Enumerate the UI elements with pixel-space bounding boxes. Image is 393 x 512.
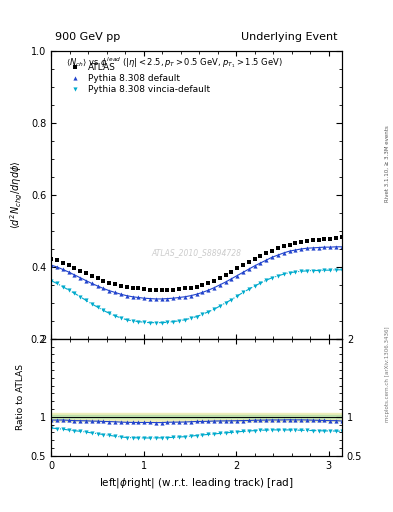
Pythia 8.308 default	[328, 244, 332, 250]
Y-axis label: $\langle d^2 N_{chg}/d\eta d\phi \rangle$: $\langle d^2 N_{chg}/d\eta d\phi \rangle…	[9, 161, 25, 229]
ATLAS	[142, 286, 147, 292]
Pythia 8.308 vincia-default	[340, 267, 344, 273]
Pythia 8.308 default	[246, 266, 251, 272]
Pythia 8.308 default	[142, 295, 147, 301]
Text: $\langle N_{ch}\rangle$ vs $\phi^{lead}$ ($|\eta| < 2.5, p_T > 0.5$ GeV, $p_{T_1: $\langle N_{ch}\rangle$ vs $\phi^{lead}$…	[66, 55, 282, 71]
Text: Underlying Event: Underlying Event	[241, 32, 338, 42]
Text: 900 GeV pp: 900 GeV pp	[55, 32, 120, 42]
Pythia 8.308 vincia-default	[328, 267, 332, 273]
Pythia 8.308 vincia-default	[49, 278, 53, 284]
Pythia 8.308 vincia-default	[334, 267, 338, 273]
Pythia 8.308 default	[49, 262, 53, 268]
Bar	[51, 413, 342, 421]
Pythia 8.308 vincia-default	[148, 319, 152, 326]
Pythia 8.308 vincia-default	[142, 319, 147, 325]
X-axis label: left|$\phi$right| (w.r.t. leading track) [rad]: left|$\phi$right| (w.r.t. leading track)…	[99, 476, 294, 490]
Pythia 8.308 vincia-default	[136, 318, 141, 325]
Pythia 8.308 default	[136, 294, 141, 301]
Y-axis label: Ratio to ATLAS: Ratio to ATLAS	[16, 364, 25, 430]
ATLAS	[334, 235, 338, 241]
Pythia 8.308 default	[340, 244, 344, 250]
Pythia 8.308 vincia-default	[113, 313, 118, 319]
Pythia 8.308 vincia-default	[246, 286, 251, 292]
Pythia 8.308 default	[113, 289, 118, 295]
ATLAS	[264, 250, 269, 257]
Legend: ATLAS, Pythia 8.308 default, Pythia 8.308 vincia-default: ATLAS, Pythia 8.308 default, Pythia 8.30…	[64, 61, 212, 96]
Line: Pythia 8.308 vincia-default: Pythia 8.308 vincia-default	[49, 268, 344, 325]
Text: Rivet 3.1.10, ≥ 3.3M events: Rivet 3.1.10, ≥ 3.3M events	[385, 125, 390, 202]
Line: ATLAS: ATLAS	[49, 235, 344, 292]
ATLAS	[340, 234, 344, 241]
ATLAS	[153, 287, 158, 293]
Text: mcplots.cern.ch [arXiv:1306.3436]: mcplots.cern.ch [arXiv:1306.3436]	[385, 326, 390, 421]
Pythia 8.308 vincia-default	[264, 277, 269, 283]
Pythia 8.308 default	[334, 244, 338, 250]
ATLAS	[113, 281, 118, 287]
Line: Pythia 8.308 default: Pythia 8.308 default	[49, 245, 344, 301]
Pythia 8.308 default	[153, 296, 158, 302]
Pythia 8.308 default	[264, 257, 269, 263]
ATLAS	[246, 259, 251, 265]
Text: ATLAS_2010_S8894728: ATLAS_2010_S8894728	[151, 248, 242, 257]
ATLAS	[49, 255, 53, 262]
Bar	[51, 415, 342, 418]
ATLAS	[136, 285, 141, 291]
